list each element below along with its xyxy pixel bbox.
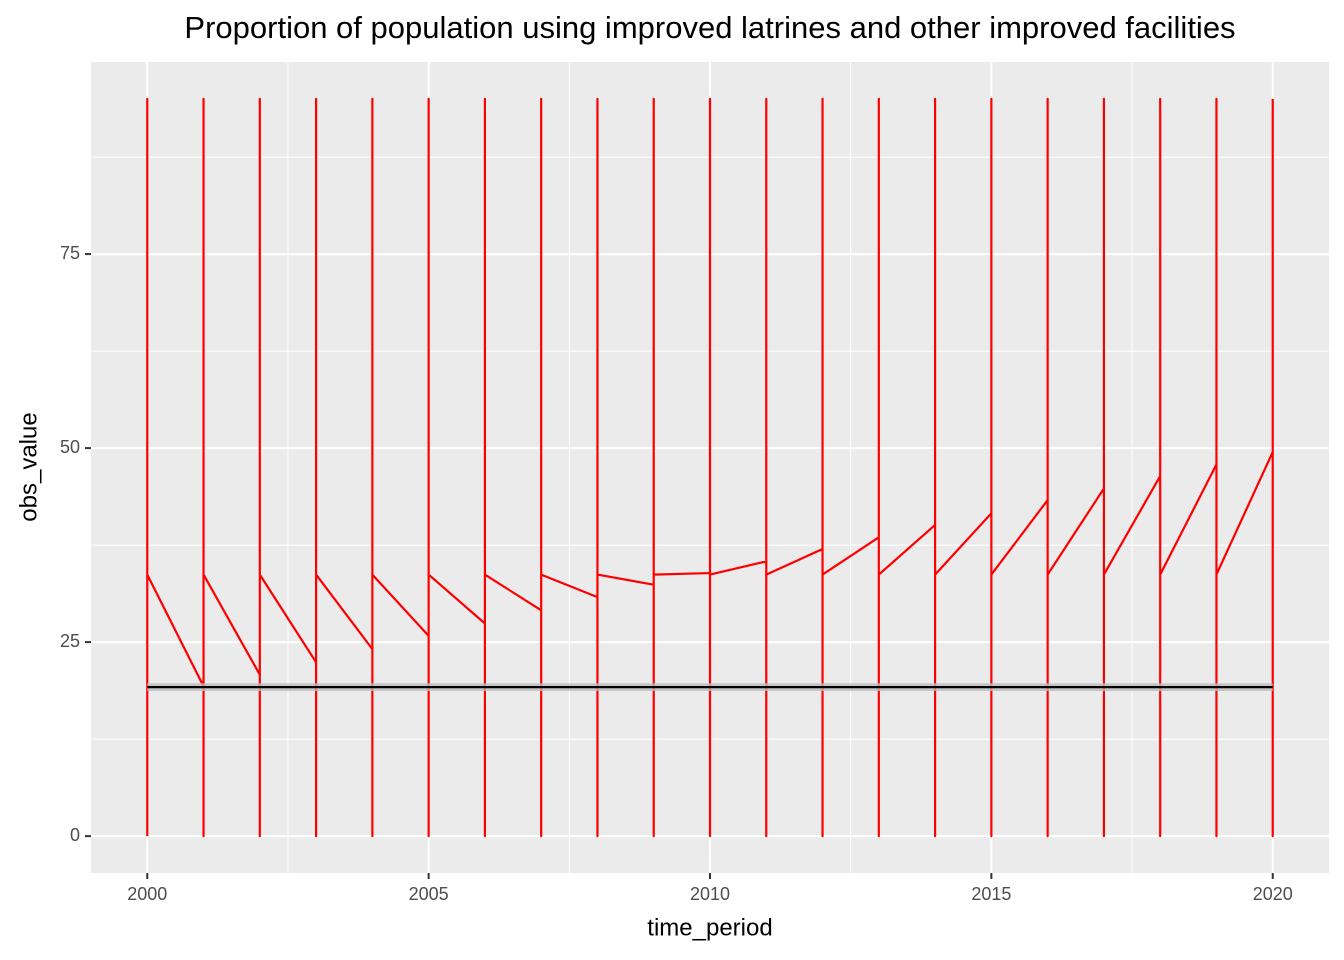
- y-axis-label: obs_value: [15, 412, 42, 521]
- x-axis-label: time_period: [647, 914, 772, 941]
- line: [146, 97, 1274, 838]
- x-tick-label: 2010: [690, 884, 730, 904]
- y-tick-label: 75: [60, 243, 80, 263]
- chart-title: Proportion of population using improved …: [184, 10, 1235, 45]
- y-tick-label: 25: [60, 631, 80, 651]
- x-tick-label: 2020: [1253, 884, 1293, 904]
- y-tick-label: 50: [60, 437, 80, 457]
- x-tick-label: 2000: [127, 884, 167, 904]
- y-tick-label: 0: [70, 825, 80, 845]
- x-tick-label: 2005: [409, 884, 449, 904]
- x-tick-label: 2015: [971, 884, 1011, 904]
